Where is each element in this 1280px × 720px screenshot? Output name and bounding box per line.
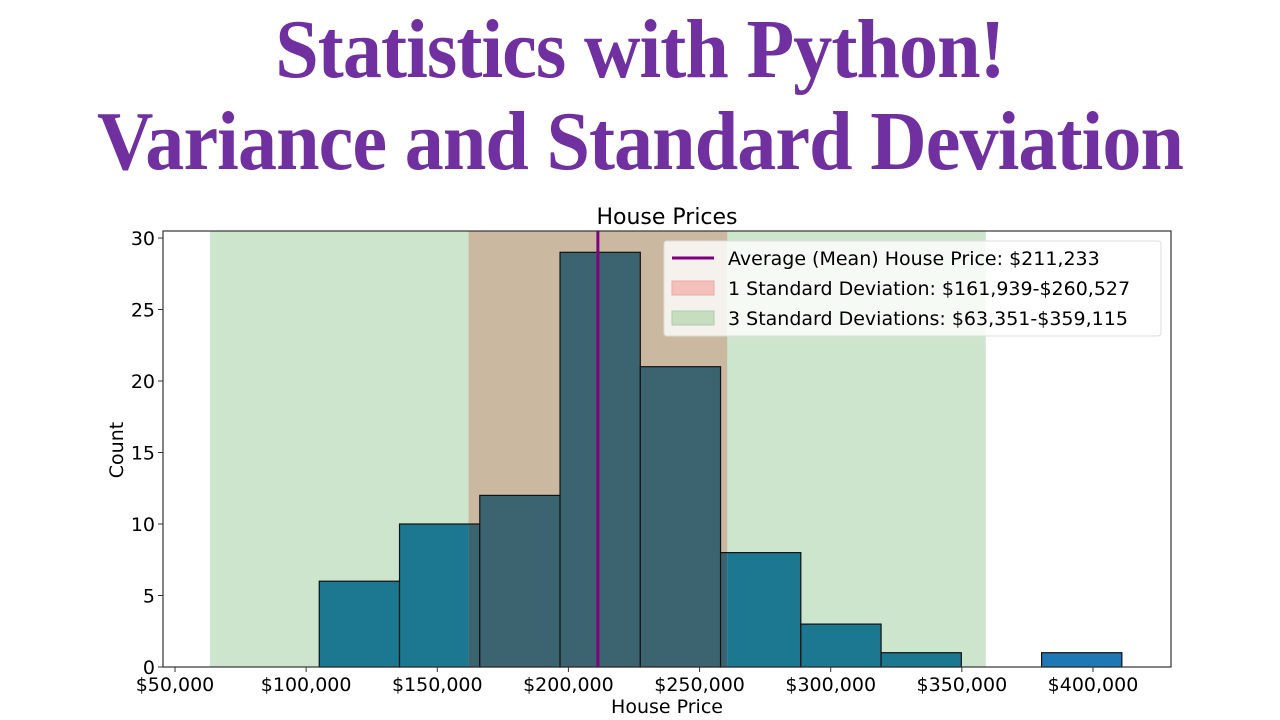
y-tick-label: 0 [143,657,155,679]
x-tick-label: $350,000 [917,674,1008,696]
headline-line-1: Statistics with Python! [275,3,1005,96]
headline-line-2: Variance and Standard Deviation [96,95,1184,188]
x-axis-label: House Price [611,696,723,718]
y-tick-label: 20 [131,371,155,393]
legend-label: 3 Standard Deviations: $63,351-$359,115 [728,308,1128,330]
x-tick-label: $50,000 [136,674,215,696]
legend-label: 1 Standard Deviation: $161,939-$260,527 [728,278,1130,300]
chart-title: House Prices [596,205,737,230]
y-tick-label: 5 [143,586,155,608]
legend-box [663,240,1162,337]
legend-std1-swatch [671,280,715,296]
x-tick-label: $250,000 [654,674,745,696]
x-tick-label: $100,000 [261,674,352,696]
legend-std3-swatch [671,310,715,326]
x-tick-label: $200,000 [523,674,614,696]
y-tick-label: 30 [131,228,155,250]
x-tick-label: $300,000 [785,674,876,696]
axes: 0 5 10 15 20 25 30 $50,000 $100,000 $150,000 $200,… [131,228,1172,696]
y-axis-label: Count [106,422,128,478]
y-tick-label: 10 [131,514,155,536]
x-tick-label: $150,000 [392,674,483,696]
x-tick-label: $400,000 [1048,674,1139,696]
y-tick-label: 15 [131,443,155,465]
legend-label: Average (Mean) House Price: $211,233 [728,248,1100,270]
histogram-bars [318,251,1123,668]
legend: Average (Mean) House Price: $211,233 1 St… [663,240,1162,337]
plot-frame [162,230,1172,668]
y-tick-label: 25 [131,300,155,322]
